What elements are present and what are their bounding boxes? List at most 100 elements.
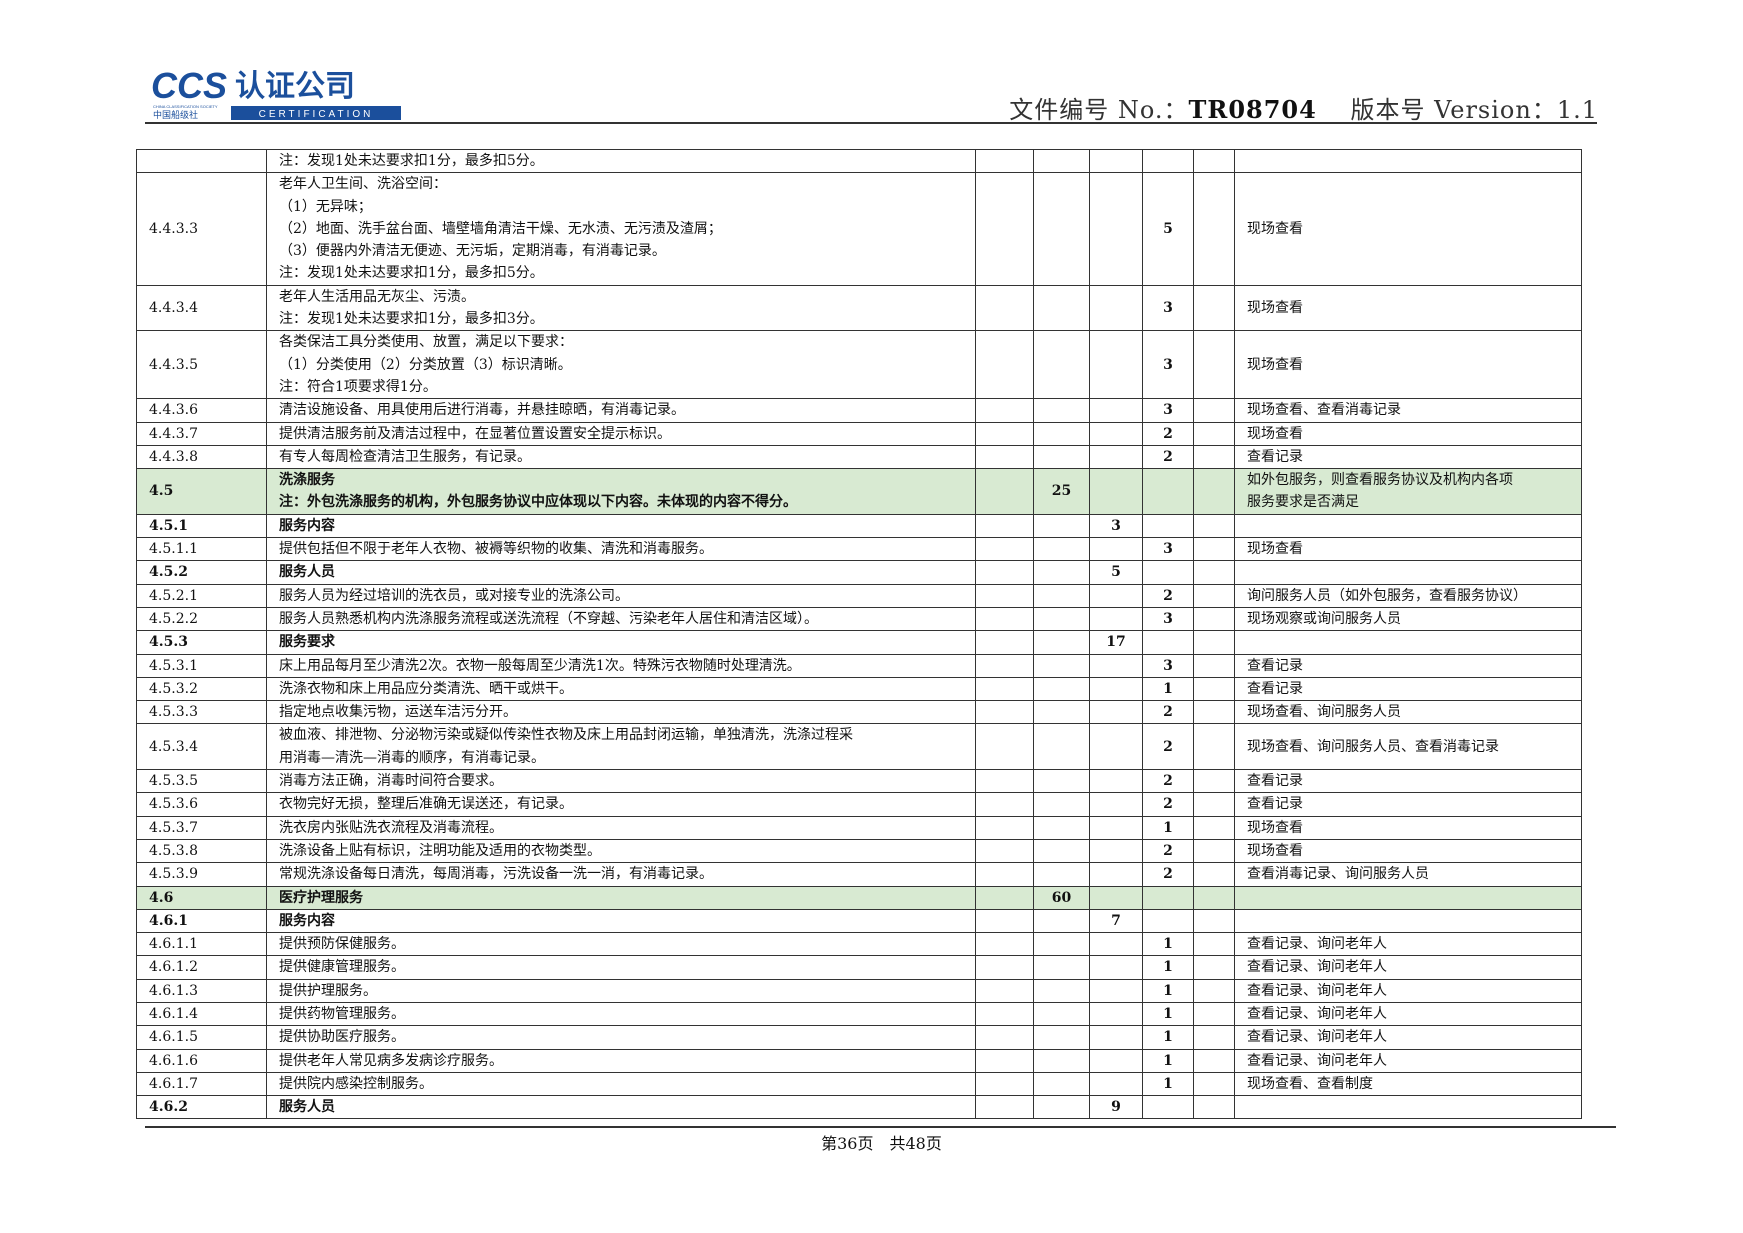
item-score-cell: 3 [1142,284,1194,332]
item-content-cell: 提供老年人常见病多发病诊疗服务。 [266,1048,976,1073]
sub-score-cell [1089,862,1143,887]
item-number-cell: 4.5.3.7 [136,815,267,840]
item-number: 4.5.3.1 [149,657,198,674]
check-method-line: 现场查看、查看消毒记录 [1247,402,1401,419]
blank-cell [1193,148,1235,174]
blank-cell [975,630,1034,655]
item-number-cell: 4.5.1 [136,513,267,539]
blank-cell [975,955,1034,980]
item-content-line: 注：发现1处未达要求扣1分，最多扣3分。 [279,311,544,328]
blank-cell [1193,908,1235,934]
check-method-line: 查看记录、询问老年人 [1247,1005,1387,1022]
blank-cell [1193,421,1235,446]
item-number: 4.4.3.4 [149,299,198,316]
total-score-cell [1033,513,1090,539]
footer-rule [145,1126,1616,1128]
item-number-cell: 4.5.3.8 [136,838,267,864]
sub-score-cell [1089,932,1143,957]
table-row: 4.4.3.4 老年人生活用品无灰尘、污渍。 注：发现1处未达要求扣1分，最多扣3分… [136,284,1582,332]
item-score-cell: 5 [1142,172,1194,286]
total-score-cell [1033,583,1090,608]
check-method-line: 询问服务人员（如外包服务，查看服务协议） [1247,587,1527,604]
table-row: 4.4.3.8 有专人每周检查清洁卫生服务，有记录。 2 查看记录 [136,444,1582,470]
item-number-cell: 4.5.3.6 [136,792,267,817]
item-content-line: 洗涤服务 [279,472,335,489]
sub-score: 7 [1111,912,1121,929]
item-content-line: 提供院内感染控制服务。 [279,1075,433,1092]
item-number-cell: 4.4.3.5 [136,330,267,400]
item-number-cell: 4.6.1.2 [136,955,267,980]
item-content-cell: 服务要求 [266,630,976,655]
item-number-cell: 4.6.1.5 [136,1025,267,1050]
blank-cell [1193,815,1235,840]
item-number: 4.5.3.5 [149,773,198,790]
logo: CCS 认证公司 CHINA CLASSIFICATION SOCIETY 中国… [151,66,401,120]
score-table: 注：发现1处未达要求扣1分，最多扣5分。 4.4.3.3 老年人卫生间、洗浴空间： （… [136,148,1582,1120]
item-score-cell [1142,560,1194,585]
total-score-cell [1033,792,1090,817]
sub-score-cell [1089,284,1143,332]
total-score: 25 [1051,483,1072,500]
item-score-cell: 1 [1142,815,1194,840]
item-content-line: 提供包括但不限于老年人衣物、被褥等织物的收集、清洗和消毒服务。 [279,541,713,558]
item-score-cell: 2 [1142,421,1194,446]
item-number-cell: 4.5.3.3 [136,700,267,725]
logo-society-cn: 中国船级社 [153,109,198,120]
item-content-line: 提供老年人常见病多发病诊疗服务。 [279,1052,503,1069]
item-score: 2 [1163,587,1173,604]
item-score-cell: 2 [1142,862,1194,887]
check-method-cell: 查看记录 [1234,653,1582,678]
item-content-cell: 注：发现1处未达要求扣1分，最多扣5分。 [266,148,976,174]
check-method-cell: 查看记录、询问老年人 [1234,1001,1582,1027]
blank-cell [1193,630,1235,655]
check-method-cell: 现场查看、查看制度 [1234,1071,1582,1097]
item-content-line: 服务内容 [279,912,335,929]
total-score-cell [1033,838,1090,864]
item-number-cell: 4.5.3.5 [136,769,267,794]
blank-cell [1193,468,1235,515]
item-number-cell: 4.4.3.3 [136,172,267,286]
item-number: 4.5.3 [149,634,188,651]
blank-cell [1193,838,1235,864]
sub-score-cell: 17 [1089,630,1143,655]
check-method-cell: 现场查看 [1234,284,1582,332]
total-score-cell [1033,1001,1090,1027]
blank-cell [1193,1001,1235,1027]
item-score: 1 [1163,1029,1173,1046]
check-method-cell: 查看记录、询问老年人 [1234,1048,1582,1073]
blank-cell [975,885,1034,910]
check-method-line: 现场查看、询问服务人员、查看消毒记录 [1247,738,1499,755]
total-score-cell: 60 [1033,885,1090,910]
item-number-cell: 4.6.2 [136,1095,267,1120]
check-method-cell: 如外包服务，则查看服务协议及机构内各项 服务要求是否满足 [1234,468,1582,515]
item-content-line: 服务人员 [279,564,335,581]
check-method-line: 现场查看 [1247,220,1303,237]
sub-score-cell [1089,1001,1143,1027]
item-content-cell: 服务人员为经过培训的洗衣员，或对接专业的洗涤公司。 [266,583,976,608]
item-content-cell: 提供协助医疗服务。 [266,1025,976,1050]
table-row: 4.5.3 服务要求 17 [136,630,1582,655]
sub-score-cell [1089,955,1143,980]
total-score-cell [1033,537,1090,562]
item-number-cell: 4.6.1.3 [136,978,267,1003]
item-score: 1 [1163,1005,1173,1022]
item-number-cell: 4.5.1.1 [136,537,267,562]
check-method-line: 查看消毒记录、询问服务人员 [1247,866,1429,883]
check-method-line: 现场查看 [1247,299,1303,316]
blank-cell [1193,700,1235,725]
item-score-cell: 2 [1142,838,1194,864]
check-method-cell [1234,148,1582,174]
item-score: 3 [1163,299,1173,316]
blank-cell [975,1048,1034,1073]
item-score: 2 [1163,738,1173,755]
table-row: 4.6.1.6 提供老年人常见病多发病诊疗服务。 1 查看记录、询问老年人 [136,1048,1582,1073]
blank-cell [1193,955,1235,980]
check-method-line: 查看记录、询问老年人 [1247,936,1387,953]
item-score-cell: 1 [1142,955,1194,980]
item-content-line: 清洁设施设备、用具使用后进行消毒，并悬挂晾晒，有消毒记录。 [279,402,685,419]
table-row: 4.4.3.7 提供清洁服务前及清洁过程中，在显著位置设置安全提示标识。 2 现场查看 [136,421,1582,446]
item-content-cell: 清洁设施设备、用具使用后进行消毒，并悬挂晾晒，有消毒记录。 [266,398,976,423]
item-score-cell [1142,513,1194,539]
item-number-cell: 4.6 [136,885,267,910]
blank-cell [975,583,1034,608]
